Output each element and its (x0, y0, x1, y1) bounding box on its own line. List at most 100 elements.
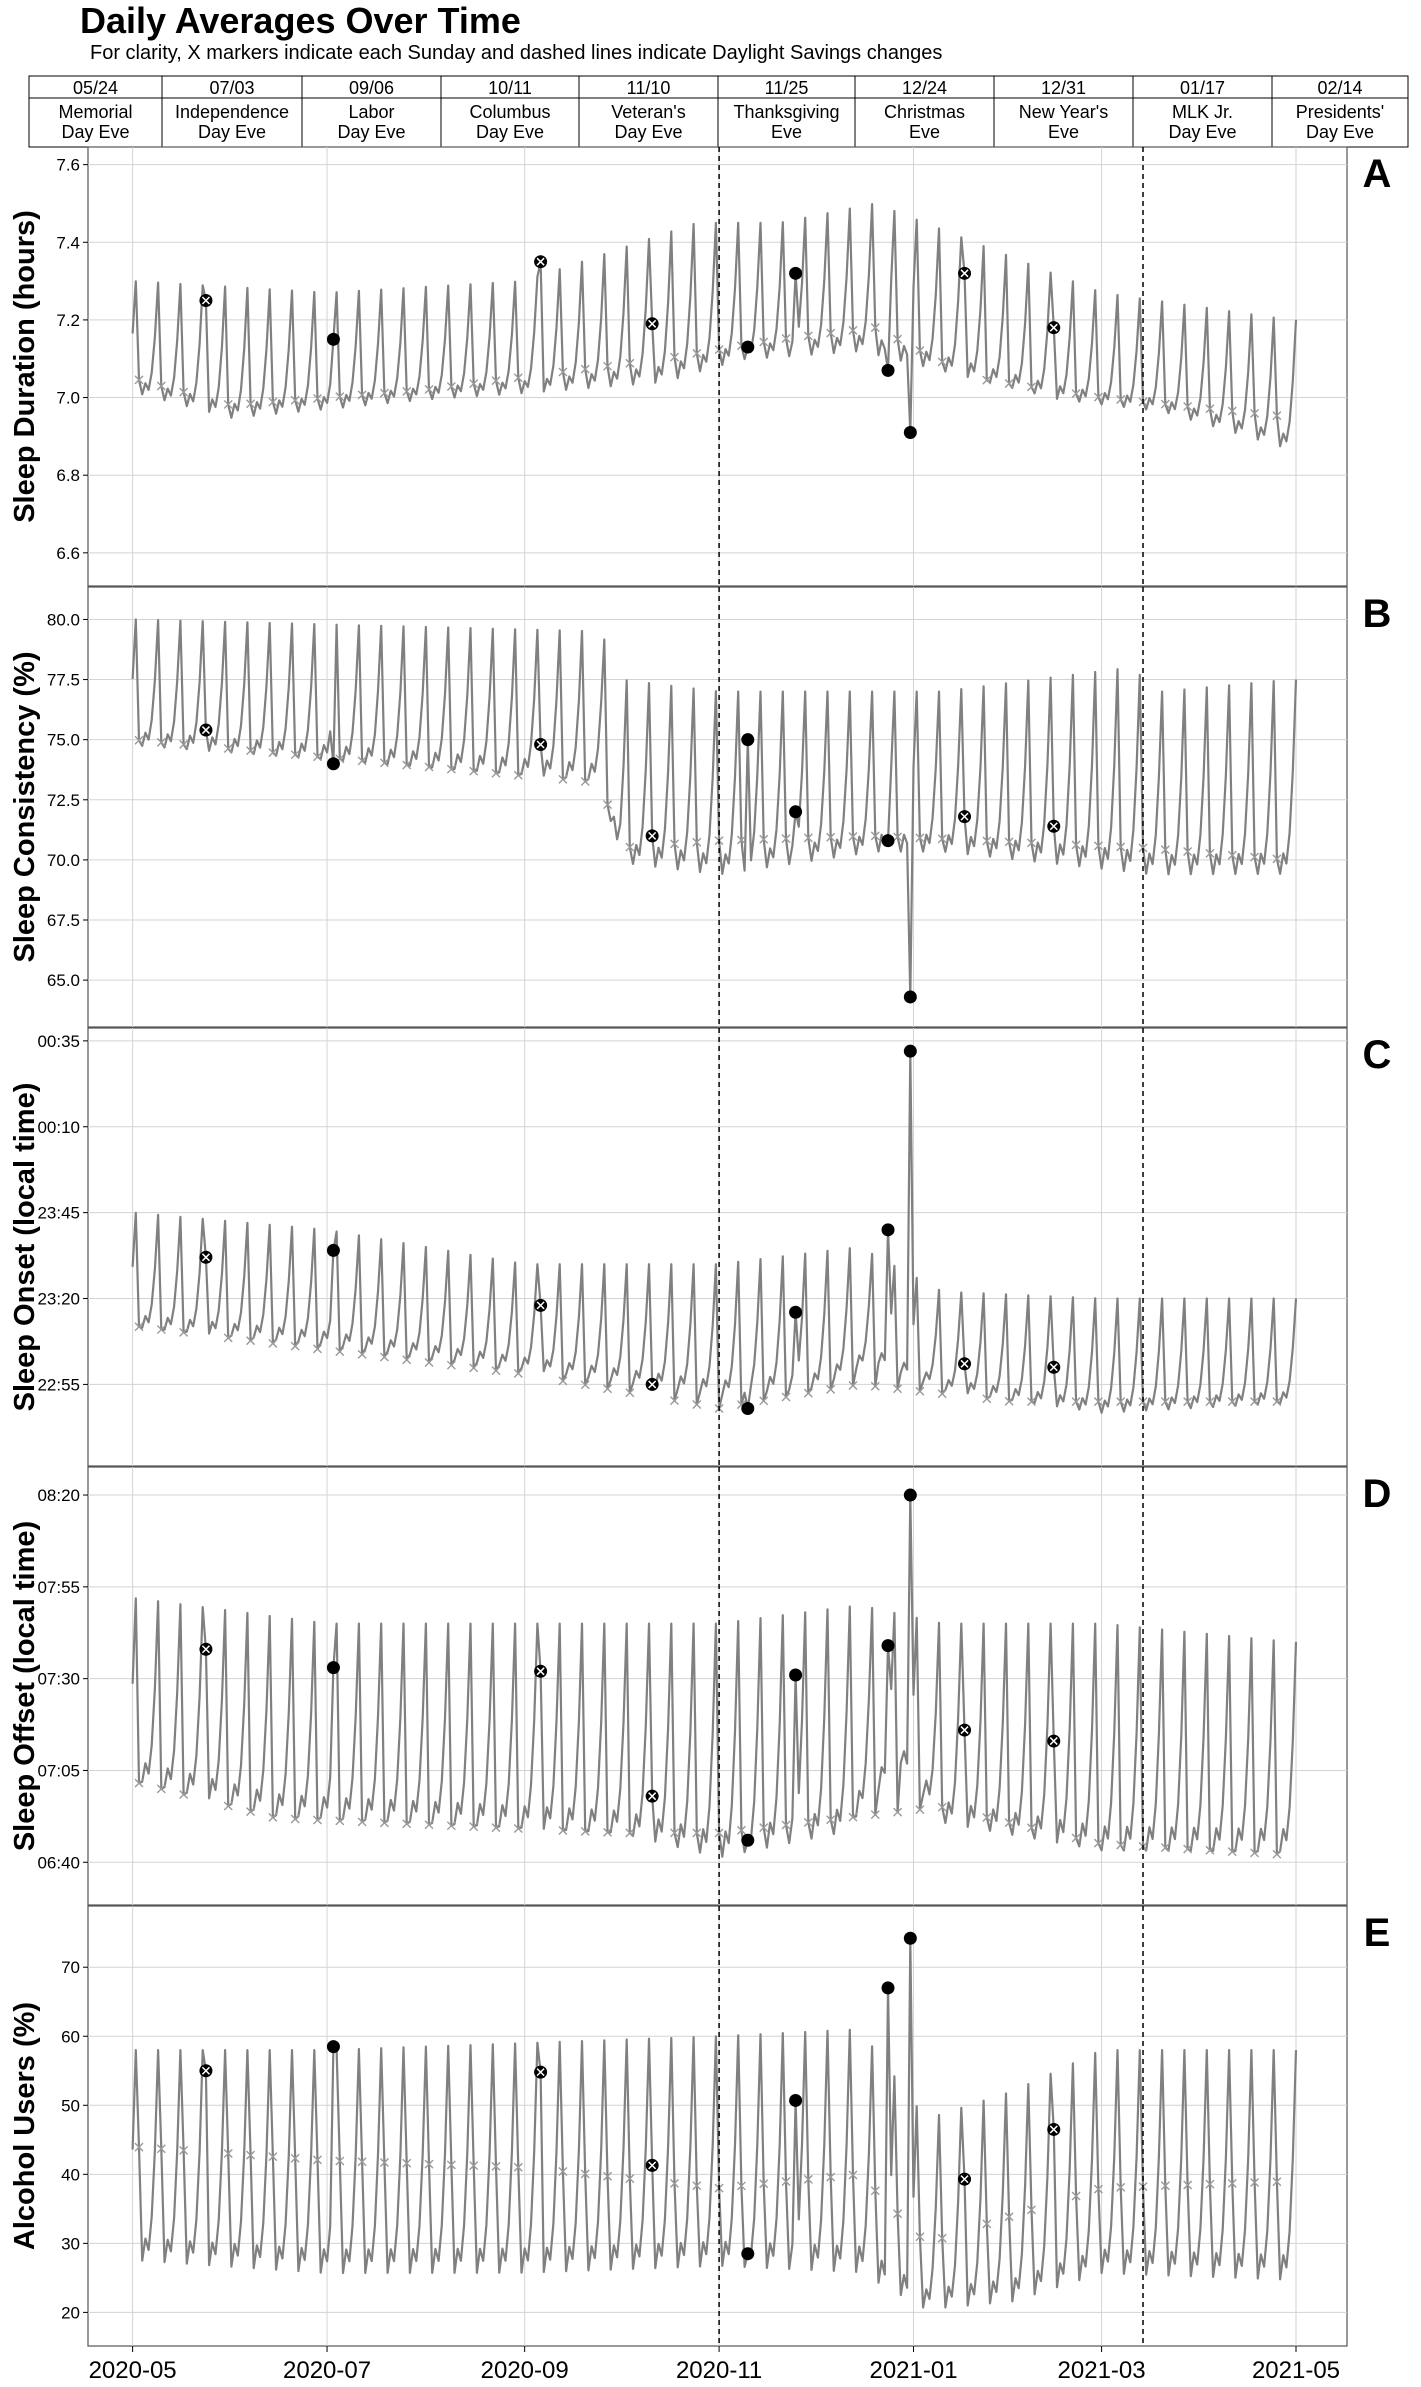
sunday-x-marker (1026, 1823, 1036, 1833)
y-tick-label: 07:30 (37, 1670, 80, 1689)
sunday-x-marker (357, 1817, 367, 1827)
sunday-x-marker (1071, 1397, 1081, 1407)
holiday-sunday-x (648, 1792, 657, 1801)
holiday-date: 01/17 (1180, 78, 1225, 98)
sunday-x-marker (1026, 382, 1036, 392)
y-tick-label: 00:35 (37, 1032, 80, 1051)
panel-frame (87, 586, 1348, 1028)
sunday-x-marker (558, 1376, 568, 1386)
x-axis: 2020-05 2020-07 2020-09 2020-11 2021-01 2021-… (89, 2346, 1340, 2384)
holiday-sunday-x (648, 2161, 657, 2170)
holiday-date: 12/31 (1041, 78, 1086, 98)
holiday-sunday-x (1049, 1737, 1058, 1746)
holiday-name: Presidents' (1296, 102, 1384, 122)
sunday-x-marker (848, 2170, 858, 2180)
sunday-x-marker (379, 2158, 389, 2168)
sunday-x-marker (513, 1824, 523, 1834)
sunday-x-marker (335, 2156, 345, 2166)
y-tick-label: 07:55 (37, 1578, 80, 1597)
sunday-x-marker (603, 361, 613, 371)
sunday-x-marker (1071, 2191, 1081, 2201)
sunday-x-marker (1026, 1397, 1036, 1407)
y-tick-label: 75.0 (47, 731, 80, 750)
holiday-name: Day Eve (337, 122, 405, 142)
sunday-x-marker (1227, 406, 1237, 416)
sunday-x-marker (1250, 408, 1260, 418)
sunday-x-marker (893, 1807, 903, 1817)
sunday-x-marker (335, 392, 345, 402)
sunday-x-marker (736, 1825, 746, 1835)
holiday-name: Christmas (884, 102, 965, 122)
sunday-x-marker (1160, 399, 1170, 409)
sunday-x-marker (1227, 1847, 1237, 1857)
sunday-x-marker (424, 762, 434, 772)
sunday-x-marker (982, 1394, 992, 1404)
holiday-marker (741, 2247, 755, 2261)
sunday-x-marker (826, 832, 836, 842)
sunday-x-marker (179, 739, 189, 749)
sunday-x-marker (379, 758, 389, 768)
sunday-x-marker (580, 2169, 590, 2179)
series-line (131, 1493, 1298, 1858)
panel-letter: A (1363, 152, 1392, 196)
sunday-x-marker (424, 384, 434, 394)
panel-letter: E (1364, 1911, 1391, 1955)
sunday-x-marker (446, 1821, 456, 1831)
holiday-sunday-x (1049, 822, 1058, 831)
sunday-x-marker (1272, 854, 1282, 864)
panel-d: 06:40 07:05 07:30 07:55 08:20 D Sleep Offset (… (9, 1466, 1391, 1906)
sunday-x-marker (580, 1380, 590, 1390)
sunday-x-marker (759, 2179, 769, 2189)
sunday-x-marker (156, 1784, 166, 1794)
sunday-x-marker (803, 1817, 813, 1827)
sunday-x-marker (246, 399, 256, 409)
sunday-x-marker (736, 835, 746, 845)
holiday-name: New Year's (1019, 102, 1109, 122)
holiday-marker (741, 340, 755, 354)
sunday-x-marker (446, 381, 456, 391)
sunday-x-marker (513, 1368, 523, 1378)
sunday-x-marker (1071, 840, 1081, 850)
holiday-name: Day Eve (1168, 122, 1236, 142)
sunday-x-marker (312, 1344, 322, 1354)
sunday-x-marker (937, 834, 947, 844)
sunday-x-marker (1205, 2179, 1215, 2189)
holiday-sunday-x (1049, 1363, 1058, 1372)
holiday-sunday-x (536, 740, 545, 749)
sunday-x-marker (803, 331, 813, 341)
series-line (131, 1937, 1298, 2309)
sunday-x-marker (1093, 2184, 1103, 2194)
sunday-x-marker (179, 2145, 189, 2155)
sunday-x-marker (424, 1820, 434, 1830)
holiday-name: Day Eve (614, 122, 682, 142)
y-tick-label: 30 (61, 2234, 80, 2253)
sunday-x-marker (826, 2172, 836, 2182)
sunday-x-marker (580, 1826, 590, 1836)
sunday-x-marker (312, 752, 322, 762)
sunday-x-marker (134, 375, 144, 385)
holiday-marker (881, 1639, 895, 1653)
holiday-sunday-x (648, 831, 657, 840)
holiday-name: Day Eve (1306, 122, 1374, 142)
y-axis-label: Sleep Offset (local time) (9, 1521, 41, 1851)
sunday-x-marker (469, 766, 479, 776)
sunday-x-marker (781, 834, 791, 844)
sunday-x-marker (826, 1815, 836, 1825)
chart-subtitle: For clarity, X markers indicate each Sun… (90, 42, 943, 64)
holiday-date: 07/03 (209, 78, 254, 98)
holiday-marker (881, 1981, 895, 1995)
sunday-x-marker (937, 1389, 947, 1399)
sunday-x-marker (134, 735, 144, 745)
x-tick-label: 2021-05 (1252, 2357, 1340, 2384)
holiday-marker (881, 1223, 895, 1237)
sunday-x-marker (1227, 1397, 1237, 1407)
holiday-marker (881, 834, 895, 848)
sunday-x-marker (781, 1820, 791, 1830)
y-axis-label: Alcohol Users (%) (9, 2002, 41, 2250)
sunday-x-marker (379, 388, 389, 398)
sunday-x-marker (1205, 404, 1215, 414)
sunday-x-marker (558, 367, 568, 377)
sunday-x-marker (1160, 1397, 1170, 1407)
sunday-x-marker (156, 1325, 166, 1335)
panel-letter: B (1363, 592, 1392, 636)
